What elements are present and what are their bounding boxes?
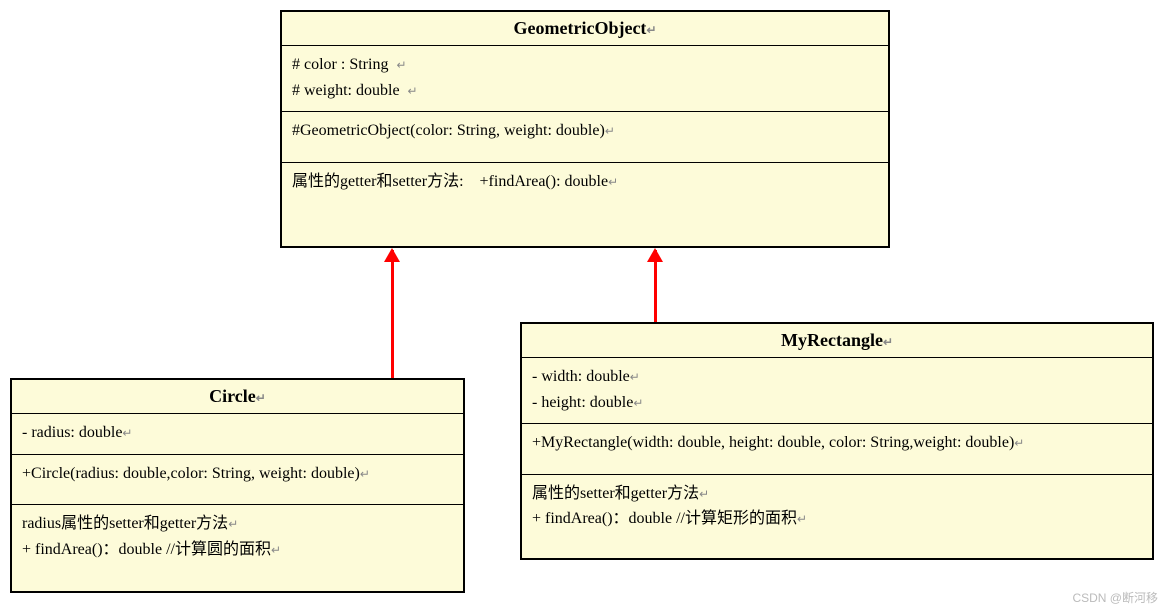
attr: - height: double: [532, 394, 633, 411]
attributes-section: - radius: double↵: [12, 414, 463, 455]
method: +findArea(): double: [480, 173, 609, 190]
methods-section: 属性的setter和getter方法↵ + findArea()：double …: [522, 475, 1152, 540]
class-title: MyRectangle↵: [522, 324, 1152, 358]
ctor: +MyRectangle(width: double, height: doub…: [532, 434, 1014, 451]
class-name: MyRectangle: [781, 330, 883, 350]
methods-section: radius属性的setter和getter方法↵ + findArea()：d…: [12, 505, 463, 570]
constructor-section: +MyRectangle(width: double, height: doub…: [522, 424, 1152, 475]
methods-section: 属性的getter和setter方法: +findArea(): double↵: [282, 163, 888, 203]
arrow-shaft: [654, 250, 657, 322]
attributes-section: - width: double↵ - height: double↵: [522, 358, 1152, 424]
constructor-section: +Circle(radius: double,color: String, we…: [12, 455, 463, 506]
attr: - width: double: [532, 368, 630, 385]
attributes-section: # color : String ↵ # weight: double ↵: [282, 46, 888, 112]
attr: # color : String: [292, 56, 388, 73]
class-name: Circle: [209, 386, 256, 406]
method: 属性的setter和getter方法: [532, 485, 699, 502]
methods-note: 属性的getter和setter方法:: [292, 173, 464, 190]
method: radius属性的setter和getter方法: [22, 515, 228, 532]
class-title: GeometricObject↵: [282, 12, 888, 46]
watermark: CSDN @断河移: [1072, 589, 1158, 606]
class-title: Circle↵: [12, 380, 463, 414]
ctor: +Circle(radius: double,color: String, we…: [22, 465, 360, 482]
class-geometricobject: GeometricObject↵ # color : String ↵ # we…: [280, 10, 890, 248]
attr: # weight: double: [292, 82, 400, 99]
class-circle: Circle↵ - radius: double↵ +Circle(radius…: [10, 378, 465, 593]
method: + findArea()：double //计算矩形的面积: [532, 510, 797, 527]
method: + findArea()：double //计算圆的面积: [22, 541, 271, 558]
class-name: GeometricObject: [514, 18, 647, 38]
ctor: #GeometricObject(color: String, weight: …: [292, 122, 605, 139]
constructor-section: #GeometricObject(color: String, weight: …: [282, 112, 888, 163]
attr: - radius: double: [22, 424, 122, 441]
arrow-shaft: [391, 250, 394, 378]
class-myrectangle: MyRectangle↵ - width: double↵ - height: …: [520, 322, 1154, 560]
